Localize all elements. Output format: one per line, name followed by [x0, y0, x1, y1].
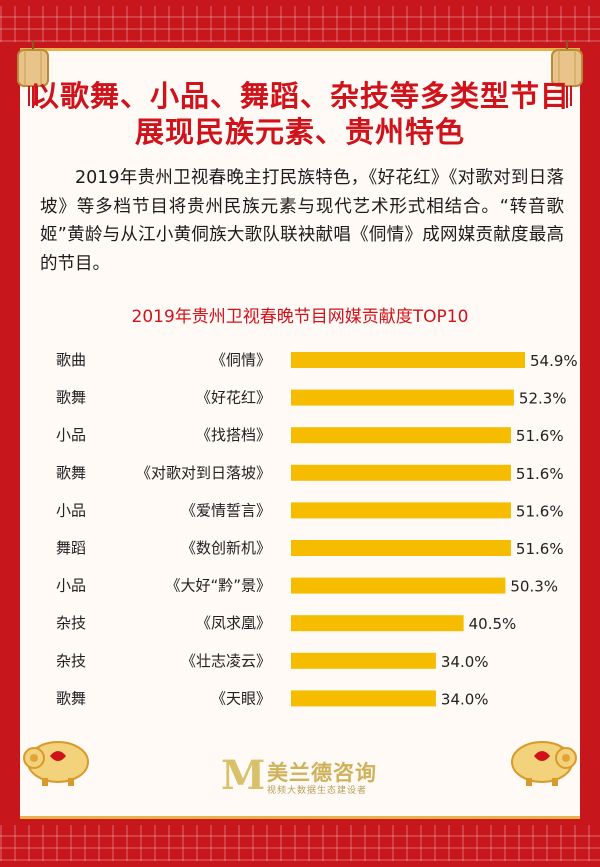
bar [291, 690, 436, 707]
program-label: 《爱情誓言》 [181, 501, 271, 519]
logo-tagline: 视频大数据生态建设者 [267, 786, 368, 796]
gold-trim-bottom [20, 816, 580, 819]
program-label: 《天眼》 [211, 689, 271, 707]
value-label: 34.0% [441, 653, 489, 671]
category-label: 舞蹈 [56, 539, 86, 557]
program-label: 《壮志凌云》 [181, 652, 271, 670]
left-border [0, 48, 20, 819]
value-label: 51.6% [516, 465, 564, 483]
page-title: 以歌舞、小品、舞蹈、杂技等多类型节目 展现民族元素、贵州特色 [0, 78, 600, 150]
value-label: 51.6% [516, 540, 564, 558]
gold-trim-top [20, 48, 580, 51]
category-label: 歌舞 [56, 464, 86, 482]
category-label: 歌舞 [56, 689, 86, 707]
bar [291, 577, 506, 594]
right-border [580, 48, 600, 819]
bar [291, 540, 511, 556]
top-border [0, 0, 600, 48]
category-label: 小品 [56, 501, 86, 519]
category-label: 杂技 [56, 614, 86, 632]
bar [291, 502, 511, 519]
category-label: 歌曲 [56, 351, 86, 369]
category-label: 杂技 [56, 652, 86, 670]
pig-papercut-right-icon [511, 741, 577, 786]
value-label: 50.3% [510, 578, 558, 596]
bar [291, 464, 511, 481]
bottom-border [0, 819, 600, 867]
program-label: 《数创新机》 [181, 539, 271, 557]
intro-paragraph: 2019年贵州卫视春晚主打民族特色，《好花红》《对歌对到日落坡》等多档节目将贵州… [40, 168, 564, 274]
bar [291, 352, 525, 368]
program-label: 《对歌对到日落坡》 [136, 464, 271, 482]
value-label: 34.0% [441, 690, 489, 708]
company-logo: M 美兰德咨询 视频大数据生态建设者 [221, 755, 391, 797]
bar-chart: 歌曲 《侗情》 54.9%歌舞 《好花红》 52.3%小品 《找搭档》 51.6%歌舞 《对歌… [56, 351, 578, 708]
value-label: 54.9% [530, 352, 578, 370]
value-label: 51.6% [516, 502, 564, 520]
lantern-left-icon [17, 40, 49, 108]
program-label: 《大好“黔”景》 [165, 577, 271, 595]
program-label: 《凤求凰》 [196, 614, 271, 632]
program-label: 《侗情》 [211, 351, 271, 369]
pig-papercut-left-icon [23, 741, 89, 786]
logo-mark: M [221, 752, 266, 799]
bar [291, 389, 514, 406]
title-line-1: 以歌舞、小品、舞蹈、杂技等多类型节目 [29, 79, 570, 113]
value-label: 52.3% [519, 390, 567, 408]
logo-name: 美兰德咨询 [267, 761, 377, 785]
value-label: 51.6% [516, 427, 564, 445]
chart-title: 2019年贵州卫视春晚节目网媒贡献度TOP10 [131, 307, 469, 327]
category-label: 小品 [56, 577, 86, 595]
bar [291, 652, 436, 669]
program-label: 《好花红》 [196, 389, 271, 407]
bar [291, 427, 511, 444]
title-line-2: 展现民族元素、贵州特色 [134, 115, 465, 149]
value-label: 40.5% [469, 615, 517, 633]
category-label: 小品 [56, 426, 86, 444]
category-label: 歌舞 [56, 389, 86, 407]
lantern-right-icon [551, 40, 583, 108]
program-label: 《找搭档》 [196, 426, 271, 444]
bar [291, 615, 464, 632]
